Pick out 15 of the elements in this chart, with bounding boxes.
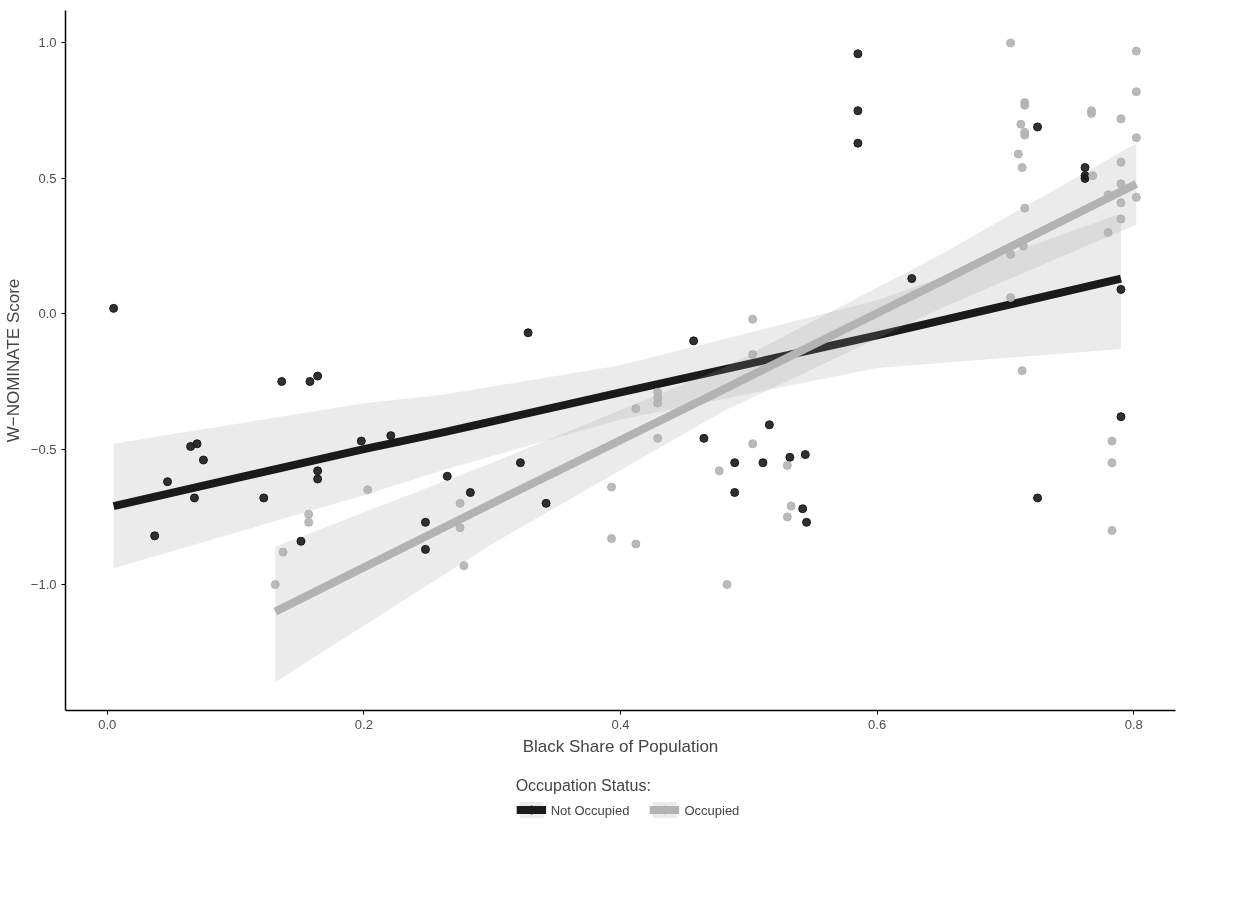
x-axis-title: Black Share of Population — [522, 736, 719, 756]
legend-label: Occupied — [684, 802, 740, 817]
x-tick-label: 0.8 — [1124, 716, 1143, 732]
x-tick-label: 0.4 — [611, 716, 630, 732]
x-tick-label: 0.2 — [354, 716, 373, 732]
x-tick-label: 0.6 — [868, 716, 887, 732]
legend-label: Not Occupied — [550, 802, 630, 817]
y-tick-label: 0.0 — [38, 306, 57, 322]
y-axis-title: W−NOMINATE Score — [3, 278, 23, 443]
y-tick-label: −1.0 — [30, 577, 57, 593]
y-tick-label: −0.5 — [30, 441, 57, 457]
y-tick-label: 0.5 — [38, 170, 57, 186]
y-tick-label: 1.0 — [38, 35, 57, 51]
x-tick-label: 0.0 — [98, 716, 117, 732]
legend-title: Occupation Status: — [515, 776, 652, 795]
